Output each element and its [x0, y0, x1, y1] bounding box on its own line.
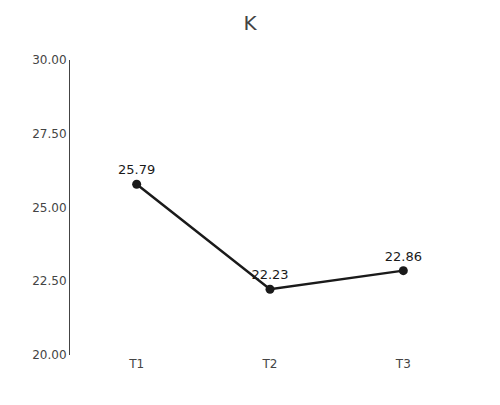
- svg-text:27.50: 27.50: [32, 127, 66, 141]
- svg-text:T2: T2: [262, 357, 278, 371]
- svg-text:20.00: 20.00: [32, 348, 66, 362]
- svg-text:T1: T1: [128, 357, 144, 371]
- svg-text:22.50: 22.50: [32, 274, 66, 288]
- svg-text:22.23: 22.23: [251, 267, 288, 282]
- svg-text:K: K: [243, 11, 257, 35]
- svg-text:30.00: 30.00: [32, 53, 66, 67]
- svg-text:T3: T3: [395, 357, 411, 371]
- svg-text:25.79: 25.79: [118, 162, 155, 177]
- svg-text:22.86: 22.86: [385, 249, 422, 264]
- svg-text:25.00: 25.00: [32, 201, 66, 215]
